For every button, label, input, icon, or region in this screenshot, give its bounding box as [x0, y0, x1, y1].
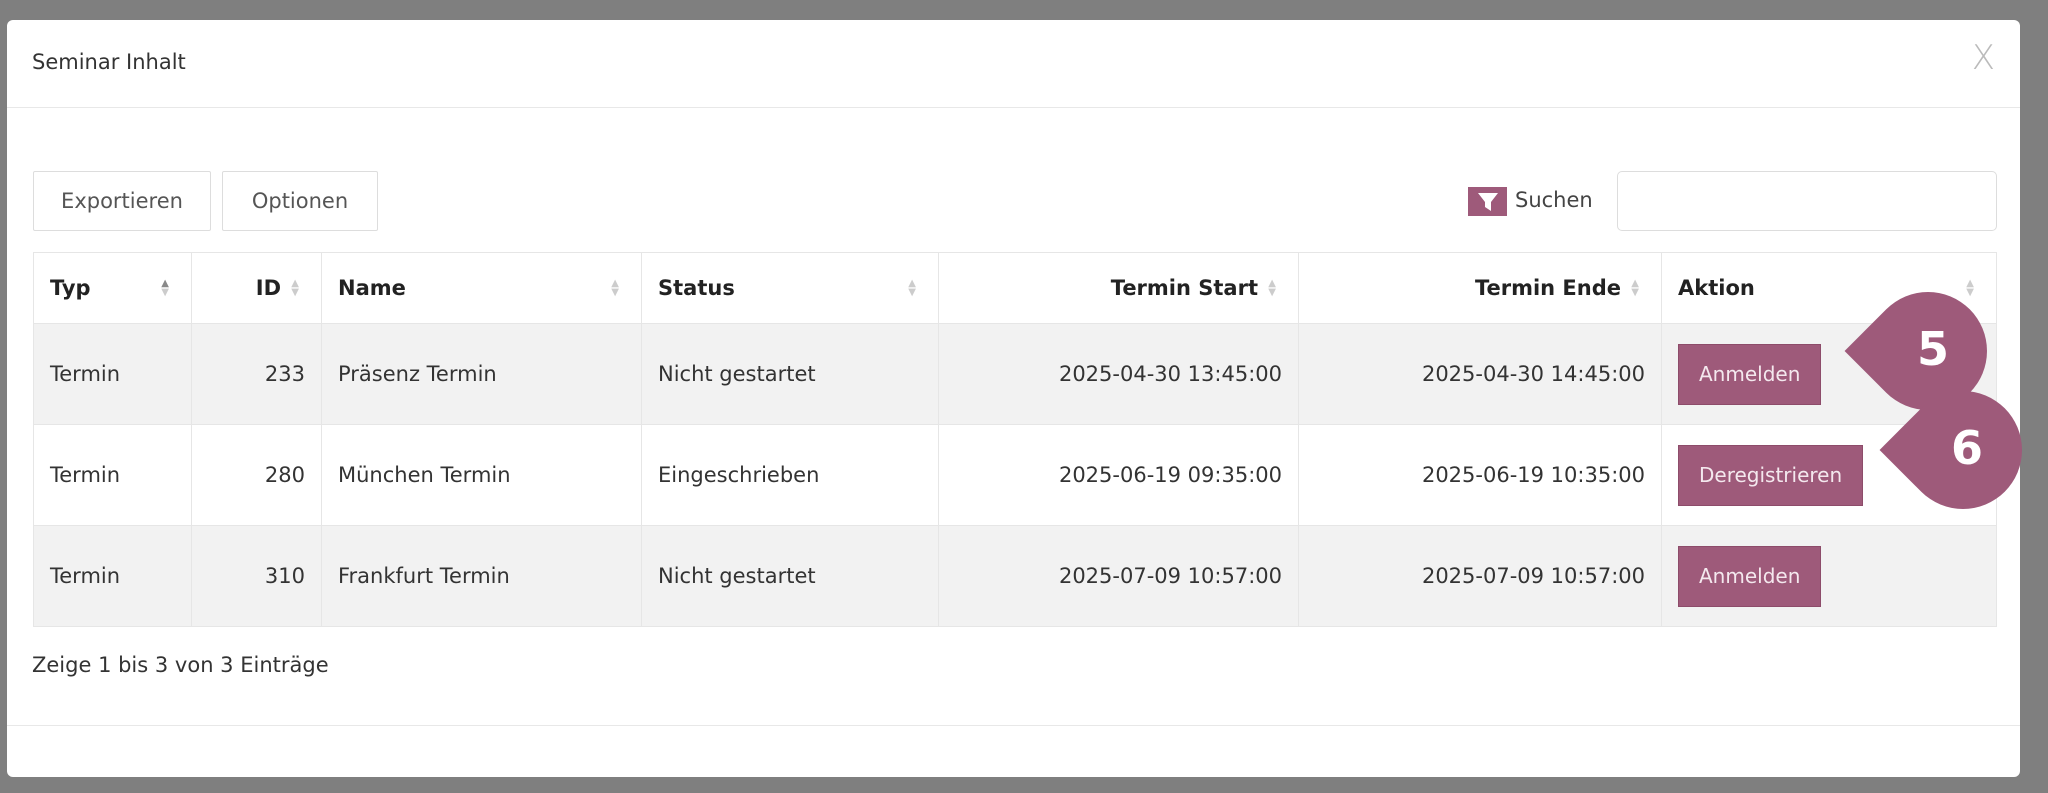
- filter-icon: [1468, 187, 1507, 216]
- register-button[interactable]: Anmelden: [1678, 545, 1822, 607]
- cell-typ: Termin: [33, 323, 192, 425]
- column-header-name[interactable]: Name ▲ ▼: [321, 252, 642, 324]
- cell-id: 233: [191, 323, 322, 425]
- table-row: Termin 280 München Termin Eingeschrieben…: [33, 424, 1997, 526]
- seminar-modal: Seminar Inhalt X Exportieren Optionen Su…: [7, 20, 2020, 777]
- export-button[interactable]: Exportieren: [33, 171, 211, 231]
- cell-ende: 2025-06-19 10:35:00: [1298, 424, 1662, 526]
- table-row: Termin 310 Frankfurt Termin Nicht gestar…: [33, 525, 1997, 627]
- column-header-id[interactable]: ID ▲ ▼: [191, 252, 322, 324]
- callout-number: 5: [1916, 322, 1949, 376]
- search-label: Suchen: [1515, 188, 1593, 212]
- cell-typ: Termin: [33, 424, 192, 526]
- sort-icon: ▲ ▼: [611, 278, 619, 298]
- register-button[interactable]: Anmelden: [1678, 343, 1822, 405]
- cell-start: 2025-06-19 09:35:00: [938, 424, 1299, 526]
- cell-status: Eingeschrieben: [641, 424, 939, 526]
- callout-number: 6: [1950, 421, 1983, 475]
- cell-ende: 2025-07-09 10:57:00: [1298, 525, 1662, 627]
- header-divider: [7, 107, 2020, 108]
- sort-icon: ▲ ▼: [161, 278, 169, 298]
- column-header-status[interactable]: Status ▲ ▼: [641, 252, 939, 324]
- cell-status: Nicht gestartet: [641, 525, 939, 627]
- cell-name: München Termin: [321, 424, 642, 526]
- cell-status: Nicht gestartet: [641, 323, 939, 425]
- sort-icon: ▲ ▼: [1966, 278, 1974, 298]
- cell-typ: Termin: [33, 525, 192, 627]
- footer-divider: [7, 725, 2020, 726]
- sort-icon: ▲ ▼: [1631, 278, 1639, 298]
- sort-icon: ▲ ▼: [908, 278, 916, 298]
- cell-ende: 2025-04-30 14:45:00: [1298, 323, 1662, 425]
- column-header-termin-ende[interactable]: Termin Ende ▲ ▼: [1298, 252, 1662, 324]
- deregister-button[interactable]: Deregistrieren: [1678, 444, 1864, 506]
- column-header-typ[interactable]: Typ ▲ ▼: [33, 252, 192, 324]
- cell-action: Anmelden: [1661, 525, 1997, 627]
- sort-icon: ▲ ▼: [1268, 278, 1276, 298]
- events-table: Typ ▲ ▼ ID ▲ ▼ Name ▲ ▼ Status ▲ ▼ Termin Start ▲…: [33, 252, 1997, 627]
- sort-icon: ▲ ▼: [291, 278, 299, 298]
- cell-start: 2025-04-30 13:45:00: [938, 323, 1299, 425]
- column-header-termin-start[interactable]: Termin Start ▲ ▼: [938, 252, 1299, 324]
- cell-id: 310: [191, 525, 322, 627]
- cell-name: Präsenz Termin: [321, 323, 642, 425]
- close-icon[interactable]: X: [1971, 38, 1995, 78]
- cell-name: Frankfurt Termin: [321, 525, 642, 627]
- search-input[interactable]: [1617, 171, 1997, 231]
- options-button[interactable]: Optionen: [222, 171, 378, 231]
- modal-title: Seminar Inhalt: [32, 50, 186, 74]
- cell-start: 2025-07-09 10:57:00: [938, 525, 1299, 627]
- table-info: Zeige 1 bis 3 von 3 Einträge: [32, 653, 329, 677]
- cell-id: 280: [191, 424, 322, 526]
- table-row: Termin 233 Präsenz Termin Nicht gestarte…: [33, 323, 1997, 425]
